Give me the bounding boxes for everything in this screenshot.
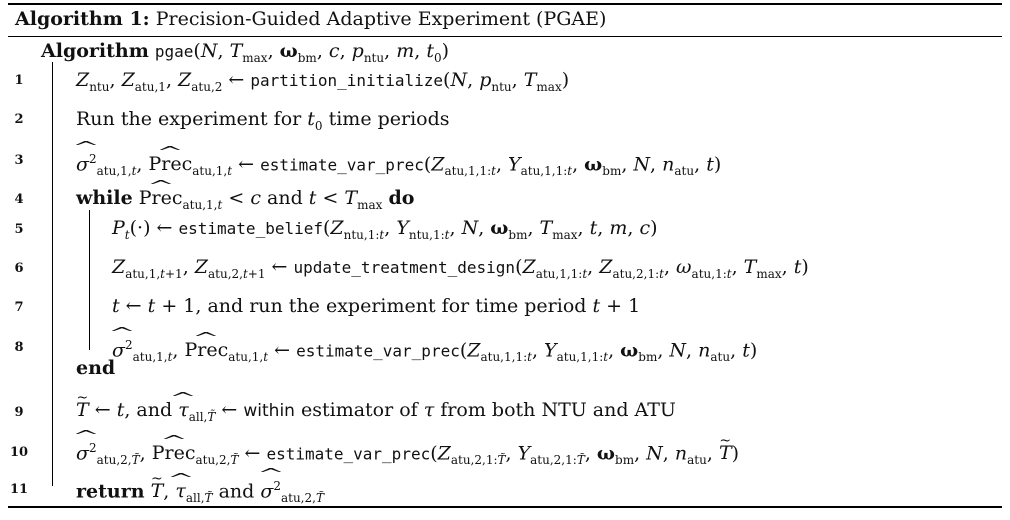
caption-label: Algorithm 1: bbox=[15, 8, 150, 30]
algorithm-header: Algorithm pgae(N, Tmax, ωbm, c, pntu, m,… bbox=[41, 40, 449, 65]
algorithm-line: t ← t + 1, and run the experiment for ti… bbox=[112, 295, 641, 317]
algorithm-line: return T, τall,T̃ and σ2atu,2,T̃ bbox=[76, 474, 324, 510]
line-number: 3 bbox=[14, 153, 24, 168]
algorithm-line: σ2atu,2,T̃, Precatu,2,T̃ ← estimate_var_… bbox=[76, 436, 739, 472]
line-number: 6 bbox=[14, 261, 24, 276]
algorithm-line: σ2atu,1,t, Precatu,1,t ← estimate_var_pr… bbox=[76, 147, 721, 183]
algorithm-line: Pt(·) ← estimate_belief(Zntu,1:t, Yntu,1… bbox=[112, 217, 658, 242]
block-indent-bar bbox=[52, 62, 53, 486]
algorithm-line: Zatu,1,t+1, Zatu,2,t+1 ← update_treatmen… bbox=[112, 256, 809, 281]
caption-title: Precision-Guided Adaptive Experiment (PG… bbox=[155, 8, 607, 30]
while-indent-bar bbox=[89, 210, 90, 350]
algorithm-line: T ← t, and τall,T̃ ← within estimator of… bbox=[76, 398, 676, 429]
line-number: 4 bbox=[14, 192, 24, 207]
line-number: 8 bbox=[14, 340, 24, 355]
algorithm-caption: Algorithm 1: Precision-Guided Adaptive E… bbox=[15, 8, 606, 30]
algorithm-line: Run the experiment for t0 time periods bbox=[76, 108, 450, 133]
algorithm-line: σ2atu,1,t, Precatu,1,t ← estimate_var_pr… bbox=[112, 333, 757, 369]
line-number: 1 bbox=[14, 73, 24, 88]
header-signature: pgae(N, Tmax, ωbm, c, pntu, m, t0) bbox=[154, 40, 450, 65]
algorithm-line: Zntu, Zatu,1, Zatu,2 ← partition_initial… bbox=[76, 69, 570, 94]
end-keyword: end bbox=[76, 357, 116, 379]
line-number: 7 bbox=[14, 300, 24, 315]
line-number: 9 bbox=[14, 405, 24, 420]
algorithm-line: while Precatu,1,t < c and t < Tmax do bbox=[76, 186, 414, 217]
caption-rule bbox=[8, 36, 1002, 37]
line-number: 2 bbox=[14, 112, 24, 127]
header-keyword: Algorithm bbox=[41, 40, 149, 62]
line-number: 11 bbox=[9, 482, 29, 497]
line-number: 5 bbox=[14, 222, 24, 237]
bottom-rule bbox=[8, 506, 1002, 508]
top-rule bbox=[8, 3, 1002, 5]
line-number: 10 bbox=[9, 445, 29, 460]
